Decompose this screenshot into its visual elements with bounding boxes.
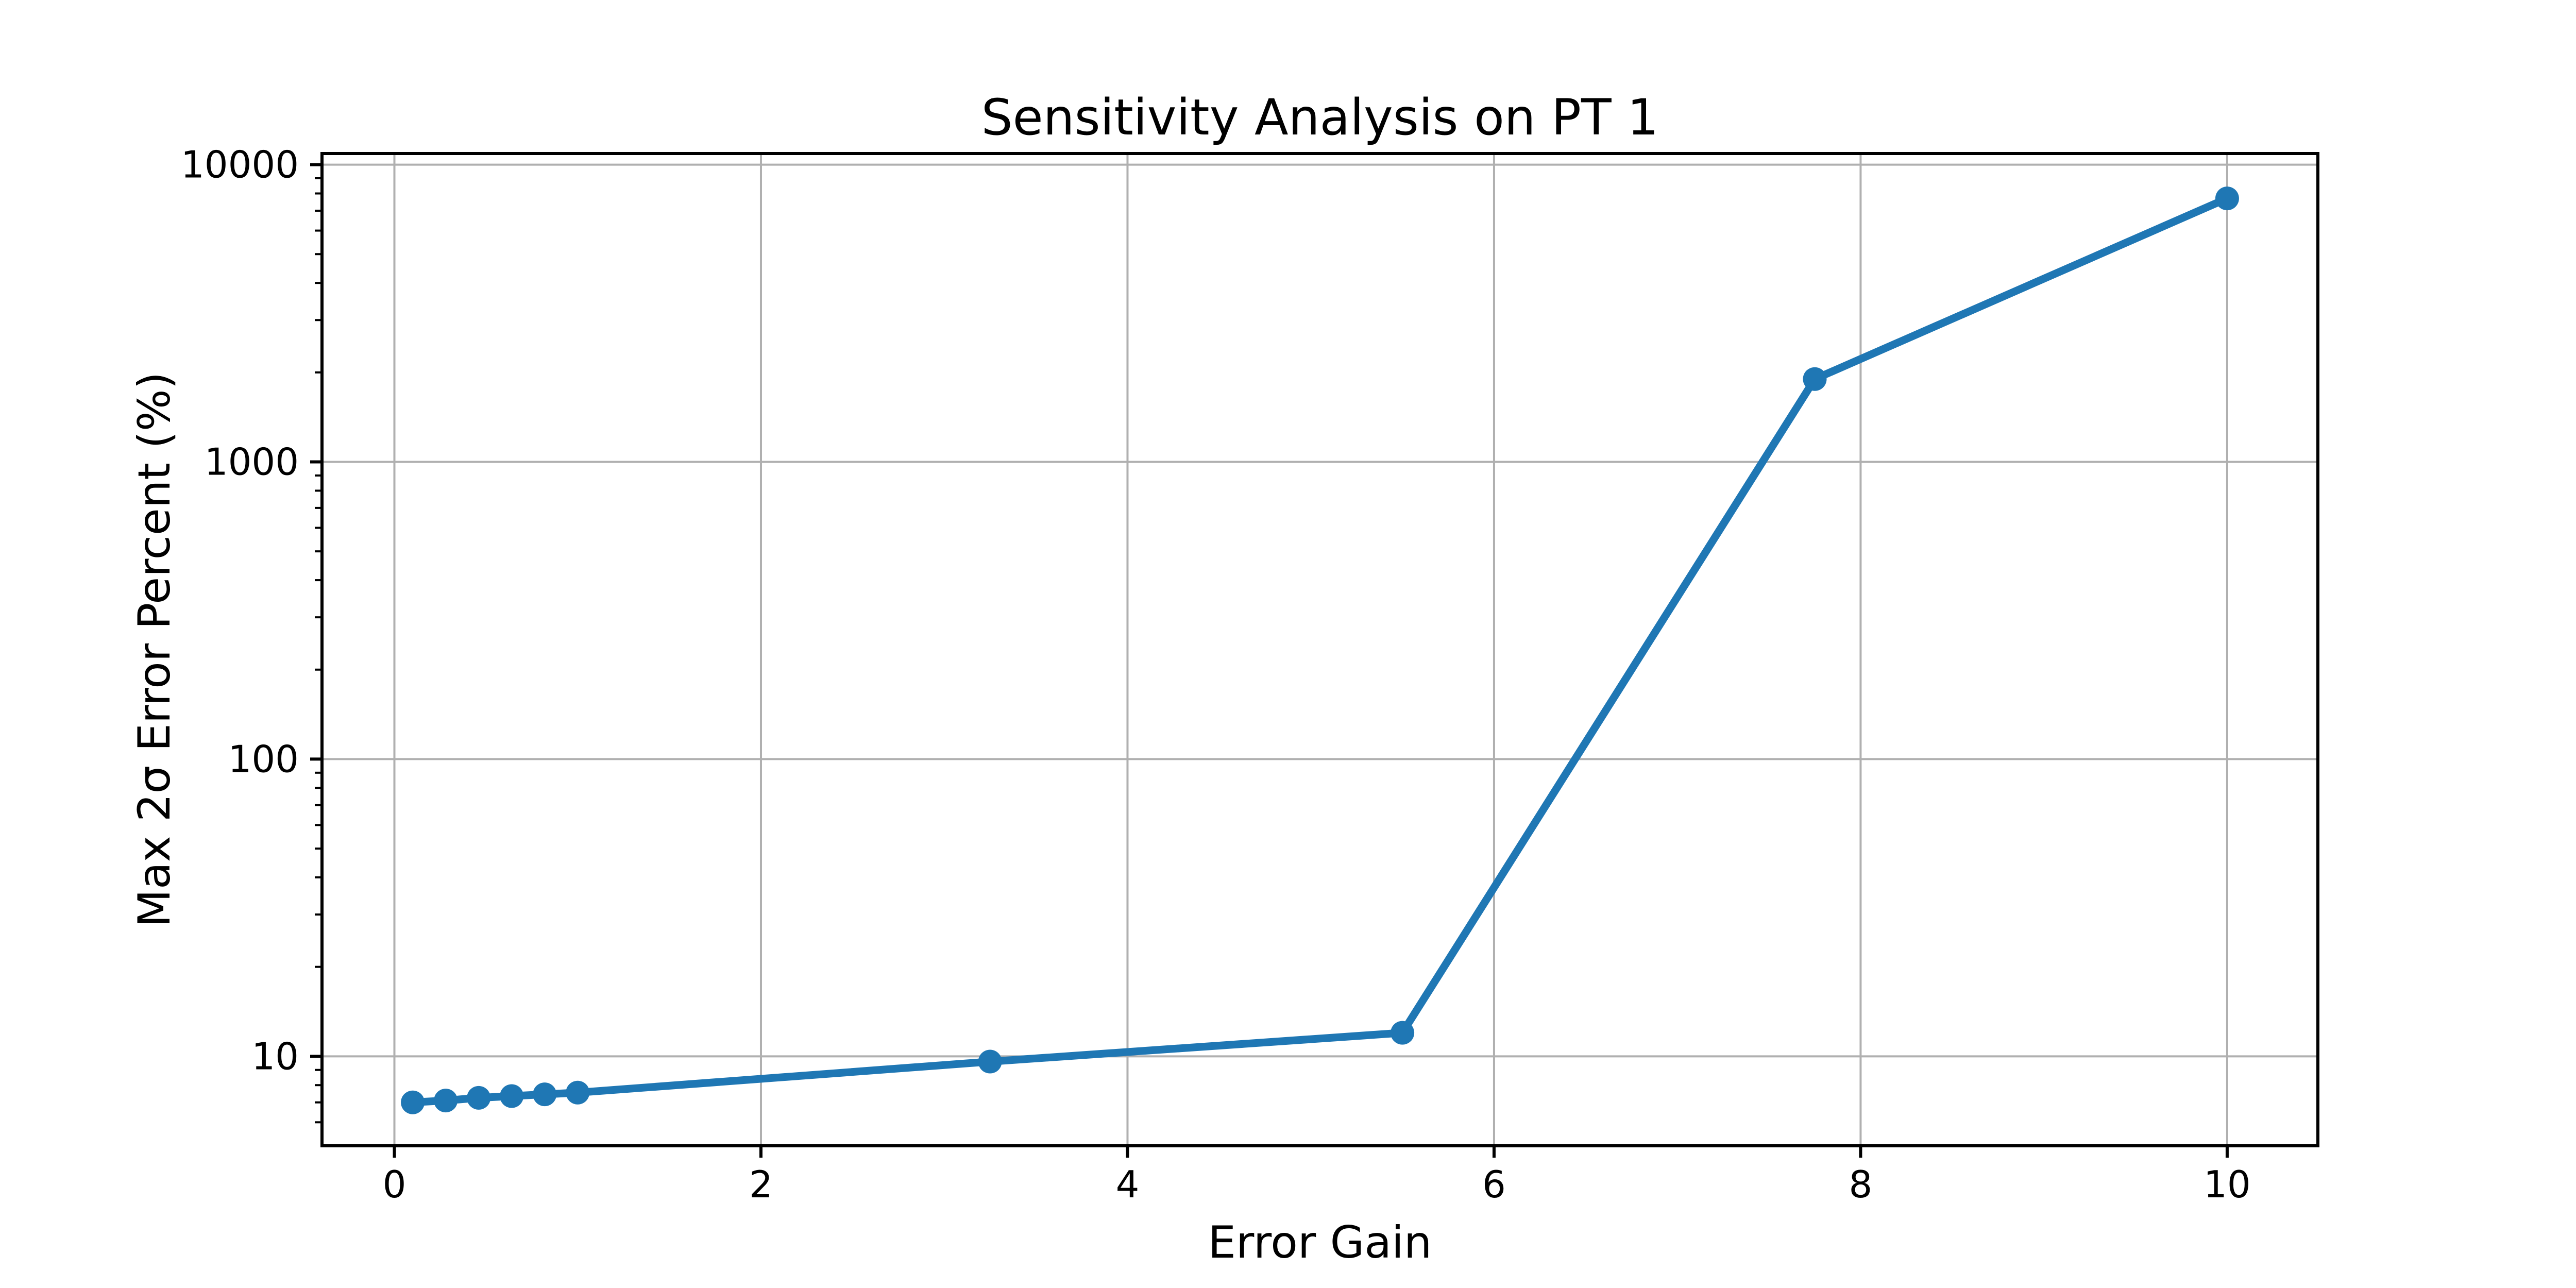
data-point bbox=[533, 1082, 557, 1107]
data-point bbox=[467, 1086, 491, 1110]
data-point bbox=[500, 1084, 524, 1108]
y-tick-label: 10000 bbox=[181, 143, 299, 187]
data-point bbox=[2215, 187, 2239, 211]
data-point bbox=[1803, 367, 1827, 391]
x-tick-label: 2 bbox=[749, 1163, 773, 1206]
x-axis-label: Error Gain bbox=[1208, 1217, 1432, 1268]
grid-layer bbox=[322, 154, 2318, 1146]
y-tick-label: 1000 bbox=[205, 440, 299, 484]
x-tick-label: 4 bbox=[1116, 1163, 1140, 1206]
data-line bbox=[409, 194, 2231, 1107]
series-layer bbox=[401, 187, 2239, 1114]
data-point bbox=[566, 1080, 590, 1105]
data-point bbox=[434, 1089, 458, 1113]
x-tick-label: 10 bbox=[2204, 1163, 2251, 1206]
y-tick-label: 100 bbox=[228, 737, 299, 781]
y-tick-label: 10 bbox=[251, 1035, 299, 1078]
plot-frame bbox=[320, 152, 2319, 1147]
axis-layer: 0 2 4 6 8 10 10 100 1000 10000 bbox=[181, 143, 2319, 1206]
y-axis-label: Max 2σ Error Percent (%) bbox=[129, 372, 180, 927]
x-tick-label: 8 bbox=[1849, 1163, 1873, 1206]
x-tick-label: 6 bbox=[1482, 1163, 1506, 1206]
data-point bbox=[978, 1049, 1002, 1074]
data-point bbox=[1391, 1021, 1415, 1045]
plot-title: Sensitivity Analysis on PT 1 bbox=[981, 89, 1659, 146]
x-tick-label: 0 bbox=[383, 1163, 406, 1206]
data-point bbox=[401, 1090, 425, 1114]
